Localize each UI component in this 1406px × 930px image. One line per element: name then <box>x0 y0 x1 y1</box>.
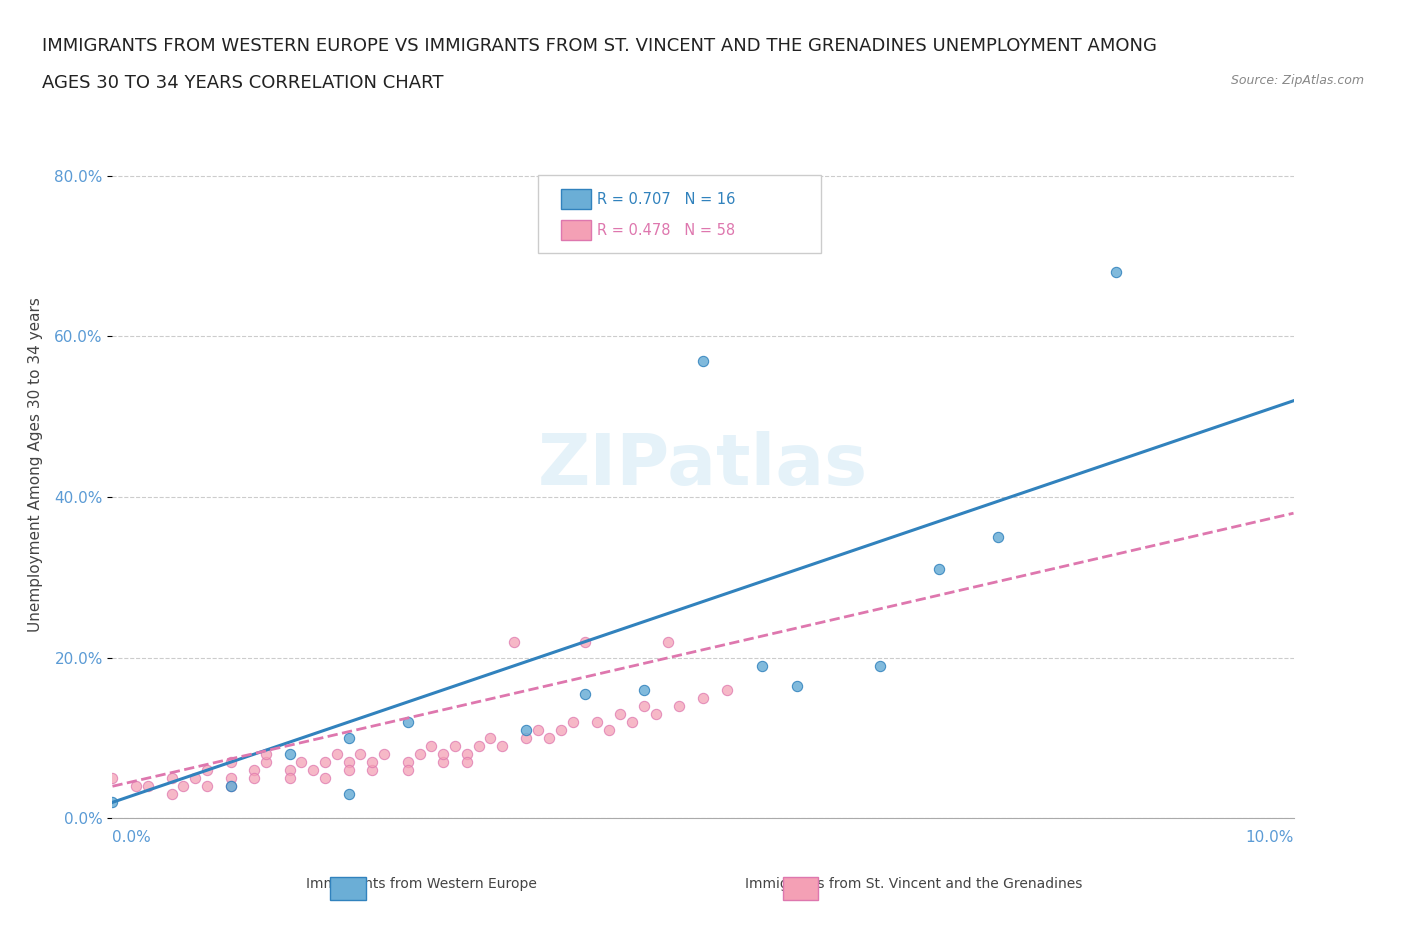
Point <box>1105 265 1128 280</box>
Point <box>254 755 277 770</box>
Point <box>396 714 419 729</box>
Y-axis label: Unemployment Among Ages 30 to 34 years: Unemployment Among Ages 30 to 34 years <box>28 298 44 632</box>
Point <box>585 714 607 729</box>
Point <box>716 683 738 698</box>
Text: Immigrants from St. Vincent and the Grenadines: Immigrants from St. Vincent and the Gren… <box>745 877 1083 891</box>
Point <box>633 683 655 698</box>
Point <box>219 778 242 793</box>
Point <box>644 707 666 722</box>
Point <box>633 698 655 713</box>
Point <box>160 787 183 802</box>
Point <box>456 755 478 770</box>
Text: AGES 30 TO 34 YEARS CORRELATION CHART: AGES 30 TO 34 YEARS CORRELATION CHART <box>42 74 444 92</box>
Point <box>550 723 572 737</box>
Point <box>125 778 148 793</box>
Point <box>503 634 526 649</box>
Text: Immigrants from Western Europe: Immigrants from Western Europe <box>307 877 537 891</box>
Bar <box>561 190 591 209</box>
Point <box>420 738 443 753</box>
Point <box>337 755 360 770</box>
Point <box>278 763 301 777</box>
Text: 10.0%: 10.0% <box>1246 830 1294 844</box>
Point <box>361 763 384 777</box>
Point <box>515 723 537 737</box>
Point <box>219 778 242 793</box>
Point <box>184 771 207 786</box>
Point <box>609 707 631 722</box>
Point <box>598 723 620 737</box>
Point <box>526 723 548 737</box>
Point <box>396 755 419 770</box>
Point <box>538 731 561 746</box>
Text: R = 0.478   N = 58: R = 0.478 N = 58 <box>596 223 735 238</box>
Point <box>195 778 218 793</box>
Point <box>101 795 124 810</box>
Point <box>444 738 467 753</box>
Point <box>219 755 242 770</box>
Text: IMMIGRANTS FROM WESTERN EUROPE VS IMMIGRANTS FROM ST. VINCENT AND THE GRENADINES: IMMIGRANTS FROM WESTERN EUROPE VS IMMIGR… <box>42 37 1157 55</box>
Text: 0.0%: 0.0% <box>112 830 152 844</box>
Point <box>314 755 336 770</box>
Point <box>337 731 360 746</box>
Point <box>326 747 349 762</box>
Point <box>337 787 360 802</box>
Point <box>373 747 395 762</box>
Point <box>692 353 714 368</box>
Point <box>349 747 371 762</box>
FancyBboxPatch shape <box>537 175 821 253</box>
Point <box>160 771 183 786</box>
Point <box>515 731 537 746</box>
Point <box>574 686 596 701</box>
Point <box>574 634 596 649</box>
Point <box>101 771 124 786</box>
Point <box>136 778 159 793</box>
Text: Source: ZipAtlas.com: Source: ZipAtlas.com <box>1230 74 1364 87</box>
Point <box>337 763 360 777</box>
Point <box>290 755 312 770</box>
Point <box>432 747 454 762</box>
Point <box>692 690 714 705</box>
Point <box>408 747 430 762</box>
Text: R = 0.707   N = 16: R = 0.707 N = 16 <box>596 193 735 207</box>
Point <box>254 747 277 762</box>
Point <box>172 778 194 793</box>
Point <box>396 763 419 777</box>
Point <box>302 763 325 777</box>
Point <box>243 771 266 786</box>
Point <box>657 634 679 649</box>
Point <box>621 714 644 729</box>
Point <box>869 658 891 673</box>
Point <box>562 714 585 729</box>
Point <box>456 747 478 762</box>
Point <box>314 771 336 786</box>
Point <box>432 755 454 770</box>
Point <box>278 771 301 786</box>
Point <box>467 738 489 753</box>
Point <box>361 755 384 770</box>
Point <box>987 530 1010 545</box>
Point <box>786 679 808 694</box>
Point <box>195 763 218 777</box>
Text: ZIPatlas: ZIPatlas <box>538 431 868 499</box>
Bar <box>561 220 591 240</box>
Point <box>491 738 513 753</box>
Point <box>751 658 773 673</box>
Point <box>668 698 690 713</box>
Point <box>928 562 950 577</box>
Point <box>479 731 502 746</box>
Point <box>219 771 242 786</box>
Point <box>243 763 266 777</box>
Point <box>278 747 301 762</box>
